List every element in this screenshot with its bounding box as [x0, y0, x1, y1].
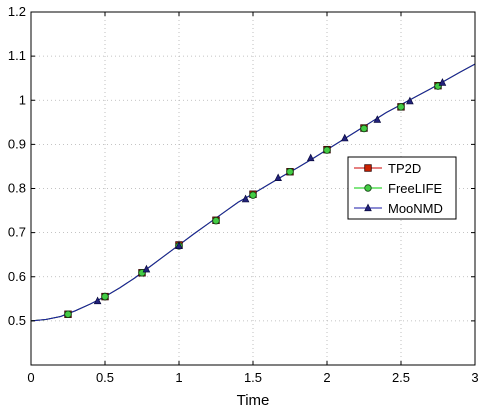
marker-moonmd: [306, 153, 315, 162]
y-tick-label: 0.6: [8, 269, 26, 284]
marker-moonmd: [142, 264, 151, 273]
marker-freelife: [323, 146, 331, 154]
y-tick-label: 1.1: [8, 48, 26, 63]
legend-marker-freelife: [364, 184, 372, 192]
x-tick-label: 3: [471, 370, 478, 385]
marker-freelife: [249, 191, 257, 199]
marker-moonmd: [93, 296, 102, 305]
marker-moonmd: [438, 78, 447, 86]
marker-freelife: [360, 124, 368, 133]
x-axis-label: Time: [237, 392, 270, 409]
axis-ticks: 0 0.5 1 1.5 2 2.5 3 0.5 0.6 0.7 0.8 0.9 1 1.1 1.2: [8, 4, 479, 385]
marker-freelife: [64, 310, 72, 318]
marker-moonmd: [340, 133, 349, 142]
legend-marker-tp2d: [364, 164, 372, 172]
marker-moonmd: [274, 173, 282, 182]
legend-label-moonmd: MooNMD: [388, 201, 443, 216]
marker-moonmd: [406, 96, 414, 105]
marker-freelife: [286, 168, 294, 176]
legend-marker-moonmd: [364, 203, 372, 212]
marker-moonmd: [241, 194, 250, 203]
series-markers: [64, 78, 447, 318]
legend: TP2D FreeLIFE MooNMD: [347, 156, 457, 220]
marker-freelife: [101, 292, 109, 301]
x-tick-label: 2: [323, 370, 330, 385]
y-tick-label: 1: [19, 92, 26, 107]
legend-label-freelife: FreeLIFE: [388, 181, 443, 196]
y-tick-label: 0.8: [8, 181, 26, 196]
x-tick-label: 0: [27, 370, 34, 385]
marker-moonmd: [175, 241, 183, 249]
y-tick-label: 1.2: [8, 4, 26, 19]
x-tick-label: 1: [175, 370, 182, 385]
x-tick-label: 2.5: [392, 370, 410, 385]
x-tick-label: 0.5: [96, 370, 114, 385]
marker-moonmd: [373, 115, 382, 123]
y-tick-label: 0.7: [8, 225, 26, 240]
legend-label-tp2d: TP2D: [388, 161, 421, 176]
marker-freelife: [212, 217, 220, 225]
y-tick-label: 0.9: [8, 136, 26, 151]
y-tick-label: 0.5: [8, 313, 26, 328]
x-tick-label: 1.5: [244, 370, 262, 385]
marker-freelife: [397, 103, 405, 111]
